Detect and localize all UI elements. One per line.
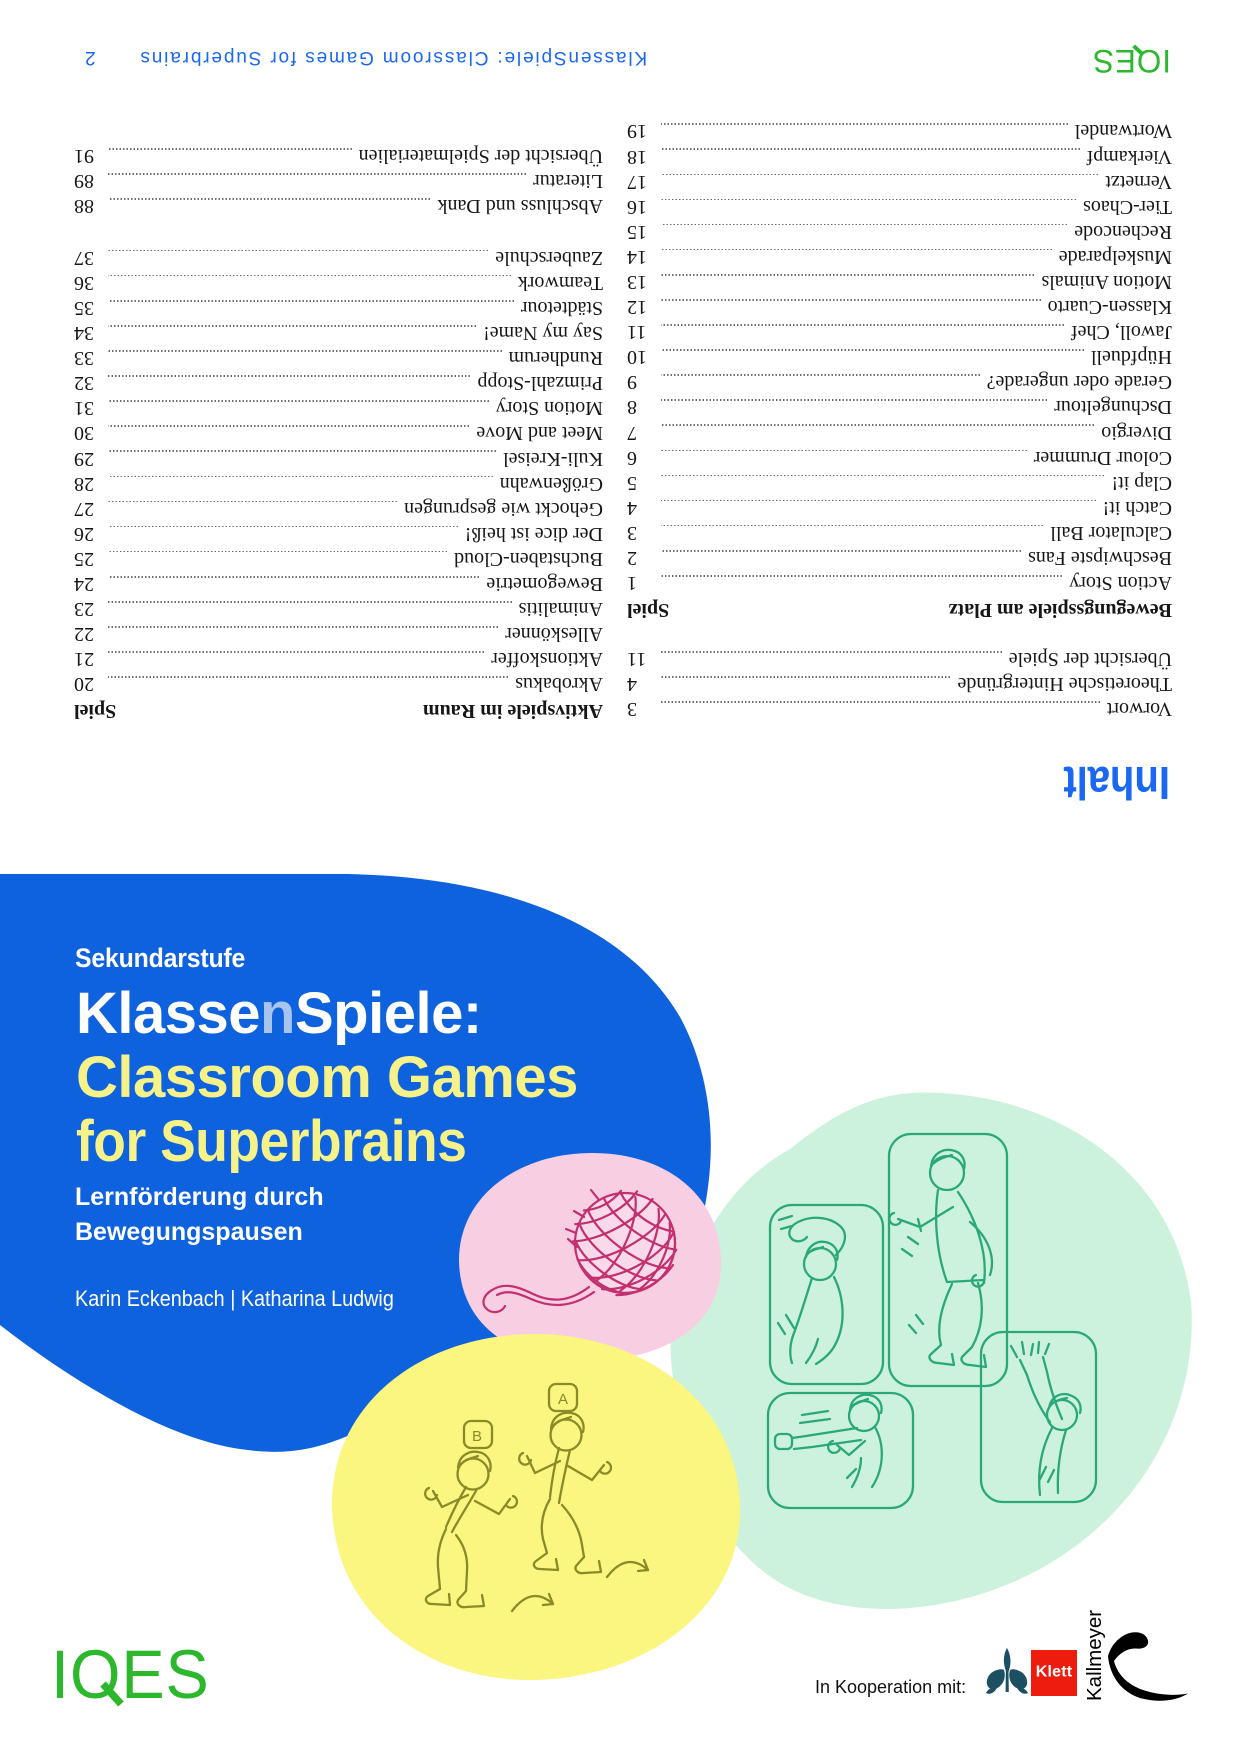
svg-text:A: A (558, 1391, 568, 1408)
svg-text:B: B (472, 1428, 482, 1445)
